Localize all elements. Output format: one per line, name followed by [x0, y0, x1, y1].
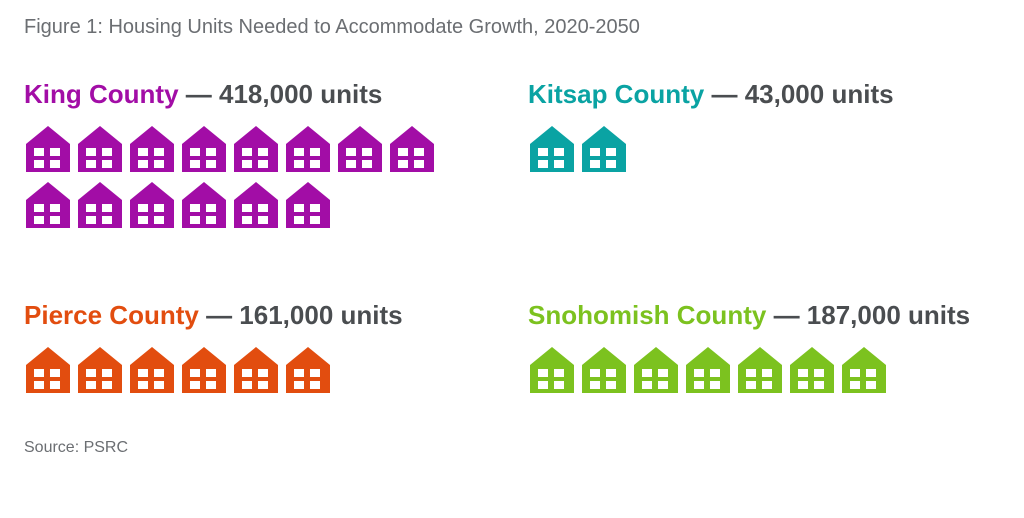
house-icon — [788, 345, 836, 395]
house-icon — [128, 124, 176, 174]
house-icon — [684, 345, 732, 395]
house-icon — [736, 345, 784, 395]
dash-separator: — — [774, 300, 807, 330]
house-icon — [528, 345, 576, 395]
house-row-snohomish — [528, 345, 948, 395]
house-row-kitsap — [528, 124, 948, 174]
county-heading-kitsap: Kitsap County — 43,000 units — [528, 79, 1008, 110]
county-heading-snohomish: Snohomish County — 187,000 units — [528, 300, 1008, 331]
house-icon — [128, 345, 176, 395]
house-icon — [24, 124, 72, 174]
house-icon — [24, 345, 72, 395]
house-icon — [388, 124, 436, 174]
house-icon — [284, 180, 332, 230]
county-units-kitsap: 43,000 units — [745, 79, 894, 109]
house-icon — [284, 124, 332, 174]
county-name-king: King County — [24, 79, 179, 109]
house-icon — [76, 180, 124, 230]
house-row-king — [24, 124, 444, 230]
source-line: Source: PSRC — [24, 439, 1000, 457]
house-icon — [336, 124, 384, 174]
county-heading-king: King County — 418,000 units — [24, 79, 504, 110]
house-icon — [232, 124, 280, 174]
county-name-snohomish: Snohomish County — [528, 300, 766, 330]
dash-separator: — — [206, 300, 239, 330]
house-icon — [180, 345, 228, 395]
county-block-snohomish: Snohomish County — 187,000 units — [528, 300, 1008, 395]
county-grid: King County — 418,000 units Kitsap Count… — [24, 79, 1000, 395]
house-icon — [24, 180, 72, 230]
house-icon — [580, 345, 628, 395]
dash-separator: — — [711, 79, 744, 109]
house-icon — [580, 124, 628, 174]
county-units-king: 418,000 units — [219, 79, 382, 109]
county-block-king: King County — 418,000 units — [24, 79, 504, 230]
county-name-kitsap: Kitsap County — [528, 79, 704, 109]
county-name-pierce: Pierce County — [24, 300, 199, 330]
house-icon — [632, 345, 680, 395]
house-icon — [528, 124, 576, 174]
house-icon — [128, 180, 176, 230]
house-icon — [840, 345, 888, 395]
house-icon — [76, 124, 124, 174]
house-icon — [232, 345, 280, 395]
county-block-pierce: Pierce County — 161,000 units — [24, 300, 504, 395]
county-heading-pierce: Pierce County — 161,000 units — [24, 300, 504, 331]
house-icon — [284, 345, 332, 395]
county-units-pierce: 161,000 units — [239, 300, 402, 330]
figure-container: Figure 1: Housing Units Needed to Accomm… — [0, 0, 1024, 469]
house-row-pierce — [24, 345, 444, 395]
house-icon — [180, 180, 228, 230]
house-icon — [76, 345, 124, 395]
house-icon — [180, 124, 228, 174]
figure-title: Figure 1: Housing Units Needed to Accomm… — [24, 16, 1000, 39]
house-icon — [232, 180, 280, 230]
dash-separator: — — [186, 79, 219, 109]
county-units-snohomish: 187,000 units — [807, 300, 970, 330]
county-block-kitsap: Kitsap County — 43,000 units — [528, 79, 1008, 230]
